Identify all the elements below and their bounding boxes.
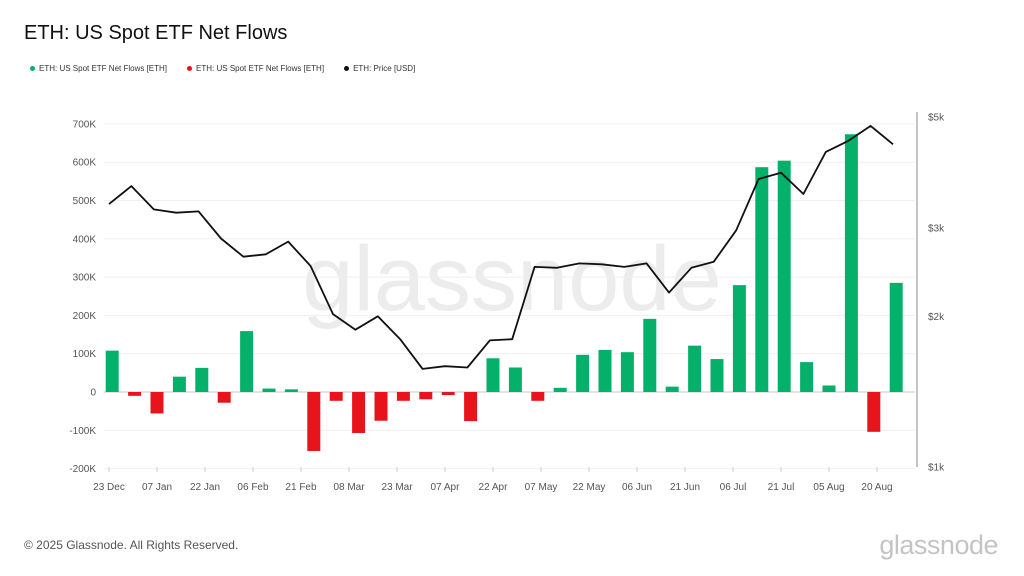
price-line — [108, 125, 894, 370]
y-left-tick-label: -100K — [69, 426, 96, 437]
x-tick-label: 07 May — [525, 482, 558, 493]
legend-item-outflows[interactable]: ETH: US Spot ETF Net Flows [ETH] — [187, 64, 324, 73]
legend-label: ETH: US Spot ETF Net Flows [ETH] — [39, 64, 168, 73]
inflow-bar — [643, 318, 657, 392]
y-left-tick-label: 700K — [73, 119, 97, 130]
legend-item-price[interactable]: ETH: Price [USD] — [344, 64, 415, 73]
inflow-bar — [105, 350, 119, 392]
y-right-tick-label: $1k — [928, 463, 945, 474]
x-tick-label: 23 Dec — [93, 482, 125, 493]
x-tick-label: 07 Apr — [431, 482, 461, 493]
inflow-bar — [598, 349, 612, 392]
x-tick-label: 20 Aug — [861, 482, 892, 493]
x-tick-label: 22 Apr — [479, 482, 509, 493]
y-right-tick-label: $5k — [928, 113, 945, 124]
x-tick-label: 22 May — [573, 482, 606, 493]
inflow-bar — [800, 362, 814, 392]
y-left-tick-label: 500K — [73, 196, 97, 207]
legend: ETH: US Spot ETF Net Flows [ETH] ETH: US… — [30, 64, 415, 73]
y-right-tick-label: $2k — [928, 312, 945, 323]
inflow-bar — [486, 358, 500, 392]
red-dot-icon — [187, 66, 193, 71]
glassnode-logo: glassnode — [879, 530, 998, 560]
y-left-tick-label: 600K — [73, 158, 97, 169]
inflow-bar — [508, 367, 522, 392]
inflow-bar — [240, 331, 254, 392]
outflow-bar — [128, 392, 142, 396]
outflow-bar — [374, 392, 388, 421]
outflow-bar — [329, 392, 343, 401]
inflow-bar — [777, 160, 791, 392]
inflow-bar — [688, 345, 702, 392]
watermark: glassnode — [302, 228, 721, 330]
x-tick-label: 21 Jul — [768, 482, 795, 493]
outflow-bar — [464, 392, 478, 422]
copyright-text: © 2025 Glassnode. All Rights Reserved. — [24, 538, 239, 552]
x-tick-label: 05 Aug — [813, 482, 844, 493]
y-left-tick-label: 200K — [73, 311, 97, 322]
outflow-bar — [307, 392, 321, 451]
y-right-tick-label: $3k — [928, 224, 945, 235]
inflow-bar — [262, 388, 276, 392]
legend-item-inflows[interactable]: ETH: US Spot ETF Net Flows [ETH] — [30, 64, 167, 73]
outflow-bar — [531, 392, 545, 401]
y-left-tick-label: 300K — [73, 273, 97, 284]
green-dot-icon — [30, 66, 35, 71]
x-tick-label: 06 Feb — [237, 482, 269, 493]
outflow-bar — [396, 392, 410, 401]
x-tick-label: 08 Mar — [333, 482, 365, 493]
inflow-bar — [732, 285, 746, 392]
y-left-tick-label: 400K — [73, 234, 97, 245]
x-tick-label: 06 Jun — [622, 482, 652, 493]
black-dot-icon — [344, 66, 350, 71]
y-left-tick-label: 100K — [73, 349, 97, 360]
inflow-bar — [889, 282, 903, 392]
chart-title: ETH: US Spot ETF Net Flows — [24, 22, 288, 44]
x-tick-label: 21 Jun — [670, 482, 700, 493]
y-left-tick-label: 0 — [90, 388, 96, 399]
inflow-bar — [710, 359, 724, 392]
inflow-bar — [755, 167, 769, 392]
outflow-bar — [352, 392, 366, 433]
x-tick-label: 07 Jan — [142, 482, 172, 493]
legend-label: ETH: US Spot ETF Net Flows [ETH] — [196, 64, 325, 73]
inflow-bar — [195, 367, 209, 392]
inflow-bar — [822, 385, 836, 392]
y-left-tick-label: -200K — [69, 464, 96, 475]
x-tick-label: 23 Mar — [381, 482, 413, 493]
inflow-bar — [172, 376, 186, 392]
outflow-bar — [150, 392, 164, 414]
inflow-bar — [620, 352, 634, 392]
legend-label: ETH: Price [USD] — [353, 64, 416, 73]
outflow-bar — [217, 392, 231, 403]
inflow-bar — [844, 134, 858, 392]
x-tick-label: 06 Jul — [720, 482, 747, 493]
outflow-bar — [867, 392, 881, 432]
outflow-bar — [441, 392, 455, 396]
x-tick-label: 22 Jan — [190, 482, 220, 493]
inflow-bar — [553, 387, 567, 392]
inflow-bar — [284, 389, 298, 392]
x-tick-label: 21 Feb — [285, 482, 317, 493]
outflow-bar — [419, 392, 433, 400]
inflow-bar — [665, 386, 679, 392]
inflow-bar — [576, 354, 590, 392]
